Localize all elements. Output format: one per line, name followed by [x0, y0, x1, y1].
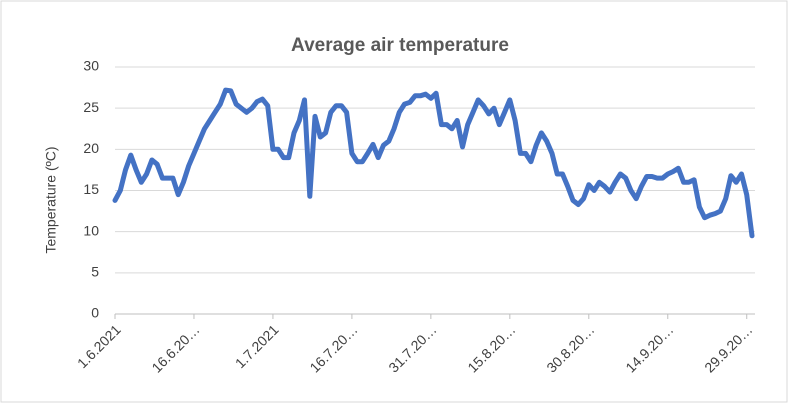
y-tick-label: 5	[91, 264, 99, 280]
y-tick-label: 25	[83, 99, 99, 115]
chart-title: Average air temperature	[291, 35, 509, 56]
y-tick-label: 20	[83, 140, 99, 156]
y-tick-label: 10	[83, 222, 99, 238]
y-tick-label: 15	[83, 181, 99, 197]
y-tick-label: 0	[91, 305, 99, 321]
data-line	[112, 87, 755, 239]
y-tick-label: 30	[83, 58, 99, 74]
y-axis-label: Temperature (ºC)	[43, 146, 59, 253]
